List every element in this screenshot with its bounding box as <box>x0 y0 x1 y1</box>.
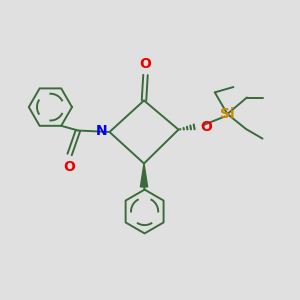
Text: N: N <box>95 124 107 138</box>
Text: O: O <box>63 160 75 174</box>
Text: Si: Si <box>220 107 235 121</box>
Text: O: O <box>200 120 212 134</box>
Text: O: O <box>140 57 152 71</box>
Polygon shape <box>140 164 148 187</box>
